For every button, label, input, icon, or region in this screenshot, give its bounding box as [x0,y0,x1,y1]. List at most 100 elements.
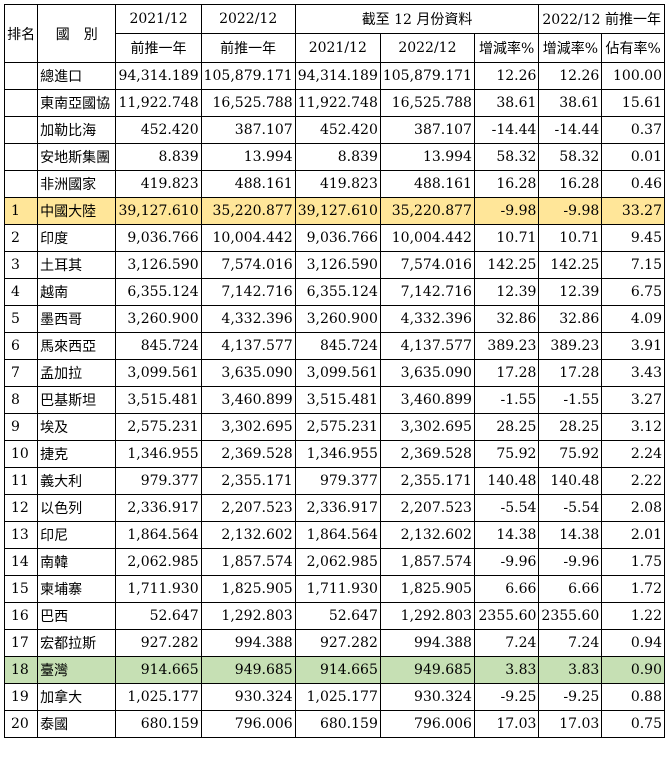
change-rate-cell: 10.71 [473,224,540,252]
rank-cell: 9 [3,413,39,441]
value-2022-12-cell: 13.994 [379,143,475,171]
change-rate-trailing-cell: 389.23 [538,332,603,360]
value-2022-12-cell: 7,574.016 [379,251,475,279]
share-rate-cell: 1.75 [601,548,665,576]
rank-cell: 13 [3,521,39,549]
change-rate-cell: 28.25 [473,413,540,441]
import-table-container: 排名 國 別 2021/12 2022/12 截至 12 月份資料 2022/1… [3,4,665,738]
change-rate-cell: 2355.60 [473,602,540,630]
header-country: 國 別 [37,4,117,63]
table-row: 8 巴基斯坦 3,515.481 3,460.899 3,515.481 3,460.89… [3,386,665,414]
value-2022-12-cell: 3,460.899 [379,386,475,414]
value-2022-12-cell: 1,825.905 [379,575,475,603]
table-row: 17 宏都拉斯 927.282 994.388 927.282 994.388 7.24 7.… [3,629,665,657]
change-rate-trailing-cell: 142.25 [538,251,603,279]
value-2021-12-cell: 1,346.955 [294,440,381,468]
table-row: 18 臺灣 914.665 949.685 914.665 949.685 3.83 3.83… [3,656,665,684]
share-rate-cell: 15.61 [601,89,665,117]
value-2021-trailing-cell: 3,099.561 [115,359,202,387]
value-2022-12-cell: 949.685 [379,656,475,684]
change-rate-trailing-cell: -14.44 [538,116,603,144]
table-row: 加勒比海 452.420 387.107 452.420 387.107 -14.44 -1… [3,116,665,144]
value-2022-trailing-cell: 2,355.171 [200,467,296,495]
share-rate-cell: 2.08 [601,494,665,522]
value-2021-trailing-cell: 52.647 [115,602,202,630]
rank-cell [3,143,39,171]
value-2021-trailing-cell: 419.823 [115,170,202,198]
value-2021-trailing-cell: 39,127.610 [115,197,202,225]
value-2021-12-cell: 845.724 [294,332,381,360]
table-row: 9 埃及 2,575.231 3,302.695 2,575.231 3,302.695 2… [3,413,665,441]
table-row: 非洲國家 419.823 488.161 419.823 488.161 16.28 16.… [3,170,665,198]
value-2021-12-cell: 94,314.189 [294,62,381,90]
change-rate-trailing-cell: 14.38 [538,521,603,549]
rank-cell: 14 [3,548,39,576]
country-cell: 宏都拉斯 [37,629,117,657]
country-cell: 以色列 [37,494,117,522]
value-2021-12-cell: 3,515.481 [294,386,381,414]
change-rate-trailing-cell: 12.39 [538,278,603,306]
value-2022-trailing-cell: 105,879.171 [200,62,296,90]
value-2021-trailing-cell: 3,126.590 [115,251,202,279]
rank-cell: 2 [3,224,39,252]
rank-cell [3,116,39,144]
table-row: 東南亞國協 11,922.748 16,525.788 11,922.748 16,52… [3,89,665,117]
table-row: 14 南韓 2,062.985 1,857.574 2,062.985 1,857.574… [3,548,665,576]
country-cell: 南韓 [37,548,117,576]
value-2022-trailing-cell: 2,369.528 [200,440,296,468]
table-row: 11 義大利 979.377 2,355.171 979.377 2,355.171 140… [3,467,665,495]
country-cell: 印尼 [37,521,117,549]
value-2021-trailing-cell: 1,711.930 [115,575,202,603]
country-cell: 越南 [37,278,117,306]
value-2021-12-cell: 680.159 [294,710,381,738]
table-row: 7 孟加拉 3,099.561 3,635.090 3,099.561 3,635.090… [3,359,665,387]
value-2022-trailing-cell: 7,142.716 [200,278,296,306]
table-row: 16 巴西 52.647 1,292.803 52.647 1,292.803 2355.6… [3,602,665,630]
share-rate-cell: 3.91 [601,332,665,360]
value-2022-12-cell: 16,525.788 [379,89,475,117]
rank-cell: 12 [3,494,39,522]
change-rate-cell: 7.24 [473,629,540,657]
table-row: 6 馬來西亞 845.724 4,137.577 845.724 4,137.577 389… [3,332,665,360]
change-rate-cell: 14.38 [473,521,540,549]
change-rate-cell: -1.55 [473,386,540,414]
value-2022-12-cell: 994.388 [379,629,475,657]
value-2021-12-cell: 11,922.748 [294,89,381,117]
change-rate-trailing-cell: 16.28 [538,170,603,198]
rank-cell: 3 [3,251,39,279]
value-2021-12-cell: 8.839 [294,143,381,171]
value-2021-trailing-cell: 680.159 [115,710,202,738]
rank-cell: 1 [3,197,39,225]
country-cell: 非洲國家 [37,170,117,198]
value-2021-12-cell: 979.377 [294,467,381,495]
rank-cell: 6 [3,332,39,360]
header-2022-12-top: 2022/12 [200,4,296,34]
country-cell: 孟加拉 [37,359,117,387]
value-2022-12-cell: 4,137.577 [379,332,475,360]
rank-cell [3,170,39,198]
value-2022-12-cell: 2,355.171 [379,467,475,495]
value-2021-trailing-cell: 94,314.189 [115,62,202,90]
value-2022-trailing-cell: 35,220.877 [200,197,296,225]
country-cell: 巴西 [37,602,117,630]
header-change-rate-trailing: 增減率% [538,33,603,63]
country-cell: 安地斯集團 [37,143,117,171]
rank-cell: 7 [3,359,39,387]
share-rate-cell: 0.01 [601,143,665,171]
change-rate-trailing-cell: 17.28 [538,359,603,387]
value-2021-trailing-cell: 3,515.481 [115,386,202,414]
change-rate-trailing-cell: 140.48 [538,467,603,495]
change-rate-trailing-cell: 75.92 [538,440,603,468]
value-2022-12-cell: 3,635.090 [379,359,475,387]
value-2022-12-cell: 2,207.523 [379,494,475,522]
table-row: 19 加拿大 1,025.177 930.324 1,025.177 930.324 -9.… [3,683,665,711]
share-rate-cell: 100.00 [601,62,665,90]
value-2022-12-cell: 2,369.528 [379,440,475,468]
change-rate-cell: 142.25 [473,251,540,279]
value-2022-12-cell: 387.107 [379,116,475,144]
share-rate-cell: 33.27 [601,197,665,225]
change-rate-trailing-cell: 2355.60 [538,602,603,630]
value-2022-12-cell: 10,004.442 [379,224,475,252]
share-rate-cell: 0.94 [601,629,665,657]
change-rate-trailing-cell: 28.25 [538,413,603,441]
